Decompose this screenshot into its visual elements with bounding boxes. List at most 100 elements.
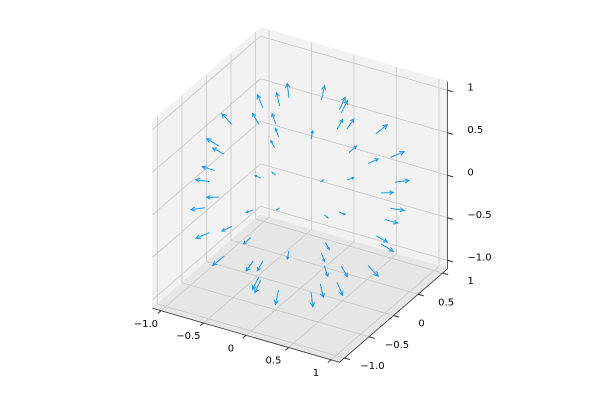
arrow <box>323 214 329 219</box>
arrow <box>384 219 399 225</box>
tick-mark <box>447 217 454 220</box>
arrow <box>211 147 225 155</box>
z-tick-label: 0.5 <box>467 125 483 136</box>
arrow <box>273 289 280 306</box>
arrow <box>324 242 330 251</box>
z-tick-label: 1 <box>467 82 473 93</box>
arrow <box>381 190 395 195</box>
x-tick-label: 0.5 <box>265 356 281 367</box>
arrow <box>367 265 379 278</box>
arrow <box>339 211 347 216</box>
z-tick-label: 0 <box>467 167 473 178</box>
tick-mark <box>368 336 375 339</box>
grid-line <box>260 78 448 134</box>
grid-line <box>152 78 261 173</box>
x-axis <box>152 307 340 363</box>
arrow <box>338 96 346 111</box>
x-tick-label: 1 <box>313 368 319 379</box>
arrow <box>245 260 254 272</box>
tick-mark <box>447 89 454 93</box>
arrow <box>275 91 281 107</box>
arrow <box>336 282 344 297</box>
arrow <box>348 145 358 153</box>
arrow <box>251 276 260 291</box>
arrow <box>375 235 389 243</box>
arrow <box>242 237 252 245</box>
grid-line <box>152 163 261 258</box>
arrow <box>253 174 261 179</box>
arrow <box>320 84 327 101</box>
grid-line <box>181 282 370 338</box>
arrow <box>346 176 355 181</box>
arrow <box>245 209 254 214</box>
arrow <box>390 207 406 213</box>
z-tick-label: −0.5 <box>467 210 491 221</box>
arrow <box>390 150 406 158</box>
tick-mark <box>417 293 424 297</box>
grid-line <box>152 205 261 301</box>
tick-mark <box>327 359 332 364</box>
arrow <box>286 250 290 261</box>
grid-line <box>260 205 448 261</box>
arrow <box>375 123 389 135</box>
y-tick-label: −0.5 <box>385 340 409 351</box>
arrow <box>271 112 277 125</box>
y-tick-label: 1 <box>467 276 473 287</box>
grid-line <box>152 35 261 131</box>
arrow <box>251 112 260 125</box>
y-tick-label: 0.5 <box>438 297 454 308</box>
tick-mark <box>447 174 454 178</box>
arrow <box>340 99 349 114</box>
tick-mark <box>393 315 400 318</box>
arrow <box>323 265 329 278</box>
arrow <box>275 207 280 211</box>
tick-mark <box>442 272 449 276</box>
tick-mark <box>344 357 351 361</box>
y-tick-label: 0 <box>418 319 424 330</box>
arrow <box>310 129 314 140</box>
arrow <box>309 292 315 308</box>
arrow <box>346 118 355 130</box>
grid-line <box>260 35 448 91</box>
grid-line <box>206 261 394 316</box>
arrow <box>194 232 210 240</box>
z-tick-label: −1.0 <box>467 252 491 263</box>
arrow <box>205 195 219 200</box>
arrow <box>270 139 276 148</box>
tick-mark <box>242 334 247 339</box>
arrow <box>211 255 225 267</box>
tick-mark <box>199 322 204 327</box>
arrow <box>394 178 411 184</box>
tick-mark <box>447 259 454 263</box>
arrow <box>340 265 349 278</box>
arrow <box>367 158 380 165</box>
arrow <box>254 279 262 294</box>
y-tick-label: −1.0 <box>360 361 384 372</box>
arrow <box>221 112 233 125</box>
grid-line <box>255 218 443 274</box>
grid-line <box>260 163 448 219</box>
arrow <box>336 118 344 130</box>
y-axis <box>339 268 448 363</box>
tick-mark <box>157 310 162 314</box>
x-tick-label: −0.5 <box>176 331 200 342</box>
arrow <box>319 283 325 299</box>
arrow <box>220 225 233 232</box>
x-tick-label: 0 <box>228 343 234 354</box>
tick-mark <box>284 347 289 351</box>
arrow <box>271 171 277 176</box>
arrow <box>274 127 280 138</box>
arrow <box>194 177 210 183</box>
arrow <box>320 252 326 263</box>
arrow <box>380 243 395 252</box>
x-tick-label: −1.0 <box>134 319 158 330</box>
arrow <box>205 138 220 147</box>
arrow <box>201 165 216 171</box>
arrow <box>256 93 264 108</box>
grid-line <box>157 303 345 359</box>
tick-mark <box>447 132 454 135</box>
arrow <box>285 82 291 98</box>
arrow <box>256 260 264 272</box>
arrow <box>189 206 206 212</box>
